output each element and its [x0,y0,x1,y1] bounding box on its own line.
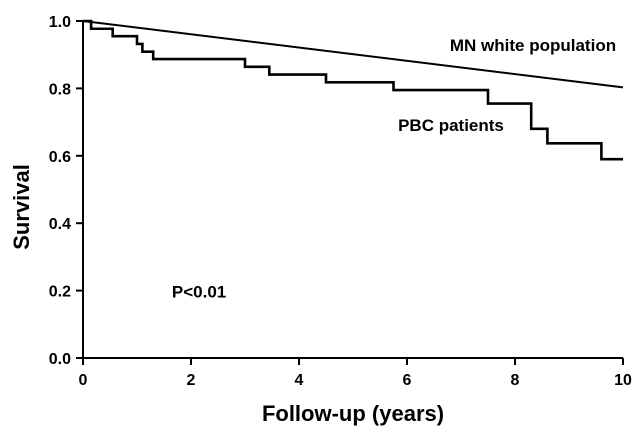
tick-marks [76,20,624,365]
y-tick-label: 0.8 [49,81,71,98]
x-tick-label: 6 [403,372,412,389]
x-tick-label: 0 [79,372,88,389]
y-tick-label: 0.0 [49,351,71,368]
series-line-pbc-patients [83,19,623,161]
x-tick-label: 4 [295,372,304,389]
x-tick-label: 8 [511,372,520,389]
series-label-pbc-patients: PBC patients [398,116,504,135]
annotations: P<0.01 [172,282,226,301]
x-tick-label: 2 [187,372,196,389]
axes [82,21,623,359]
x-tick-label: 10 [614,372,632,389]
y-tick-label: 1.0 [49,14,71,31]
y-axis-title: Survival [9,164,34,250]
tick-labels: 0 2 4 6 8 10 0.0 0.2 0.4 0.6 0.8 1.0 [49,14,632,389]
y-tick-label: 0.2 [49,284,71,301]
y-tick-label: 0.6 [49,149,71,166]
y-tick-label: 0.4 [49,216,71,233]
p-value-annotation: P<0.01 [172,282,226,301]
series-line-mn-white-population [82,20,624,89]
series-label-mn-white-population: MN white population [450,36,616,55]
series-lines: MN white population PBC patients [82,19,624,161]
x-axis-title: Follow-up (years) [262,401,444,426]
